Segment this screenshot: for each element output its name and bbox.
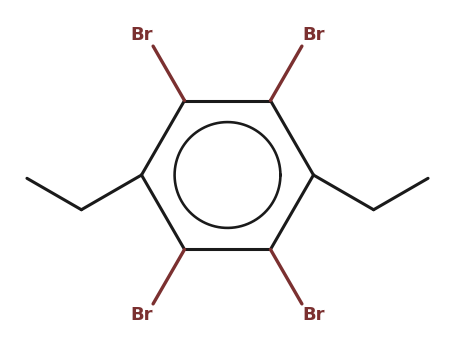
Text: Br: Br <box>130 26 153 43</box>
Text: Br: Br <box>302 307 325 324</box>
Text: Br: Br <box>130 307 153 324</box>
Text: Br: Br <box>302 26 325 43</box>
